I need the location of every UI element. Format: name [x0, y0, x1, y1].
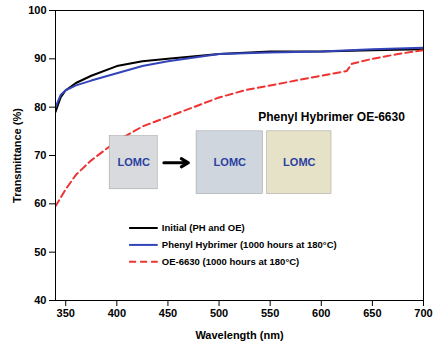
svg-text:80: 80	[34, 101, 46, 113]
svg-text:350: 350	[57, 307, 75, 319]
svg-text:700: 700	[414, 307, 432, 319]
svg-text:100: 100	[28, 4, 46, 16]
svg-text:Initial (PH and OE): Initial (PH and OE)	[162, 222, 245, 233]
svg-text:400: 400	[108, 307, 126, 319]
svg-text:550: 550	[261, 307, 279, 319]
svg-text:500: 500	[210, 307, 228, 319]
svg-text:450: 450	[159, 307, 177, 319]
svg-text:40: 40	[34, 294, 46, 306]
svg-text:70: 70	[34, 149, 46, 161]
svg-text:50: 50	[34, 246, 46, 258]
svg-text:OE-6630 (1000 hours at 180°C): OE-6630 (1000 hours at 180°C)	[162, 256, 299, 267]
svg-text:LOMC: LOMC	[214, 156, 246, 168]
svg-text:600: 600	[312, 307, 330, 319]
svg-text:LOMC: LOMC	[283, 156, 315, 168]
svg-text:Phenyl Hybrimer (1000 hours at: Phenyl Hybrimer (1000 hours at 180°C)	[162, 239, 337, 250]
svg-text:Phenyl Hybrimer OE-6630: Phenyl Hybrimer OE-6630	[258, 110, 405, 124]
svg-text:LOMC: LOMC	[118, 156, 150, 168]
svg-text:90: 90	[34, 52, 46, 64]
svg-text:Wavelength (nm): Wavelength (nm)	[195, 329, 284, 341]
svg-text:650: 650	[363, 307, 381, 319]
svg-text:60: 60	[34, 197, 46, 209]
svg-text:Transmittance (%): Transmittance (%)	[11, 108, 23, 203]
